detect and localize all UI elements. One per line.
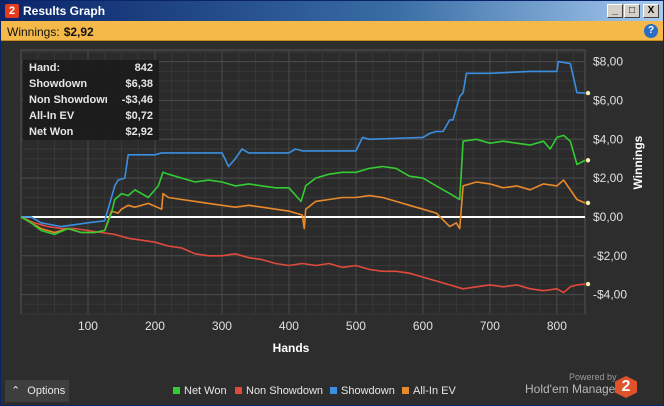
chevron-up-icon: ⌃	[11, 385, 21, 397]
legend-swatch	[402, 387, 409, 394]
y-tick-label: -$4,00	[593, 288, 627, 302]
stat-value: $0,72	[125, 110, 153, 122]
stat-value: $6,38	[125, 78, 153, 90]
y-tick-label: $4,00	[593, 132, 623, 146]
series-end-point	[585, 200, 591, 206]
winnings-bar: Winnings: $2,92 ?	[1, 21, 663, 41]
x-tick-label: 100	[78, 319, 98, 333]
title-bar[interactable]: 2 Results Graph _ □ X	[1, 1, 663, 21]
stat-label: Net Won	[29, 126, 74, 138]
y-tick-label: $6,00	[593, 93, 623, 107]
legend-swatch	[330, 387, 337, 394]
winnings-label: Winnings:	[7, 25, 60, 39]
stat-label: All-In EV	[29, 110, 75, 122]
y-tick-label: -$2,00	[593, 249, 627, 263]
legend-label: Non Showdown	[246, 385, 324, 397]
powered-by-label: Powered by	[569, 372, 617, 382]
legend-item-all-in-ev[interactable]: All-In EV	[402, 385, 456, 397]
y-tick-label: $8,00	[593, 55, 623, 69]
x-tick-label: 500	[346, 319, 366, 333]
stat-row-hands: Hand: 842	[29, 62, 157, 78]
legend-swatch	[173, 387, 180, 394]
stat-label: Showdown	[29, 78, 88, 90]
hm2-logo-icon: 2	[615, 376, 637, 398]
x-axis-title: Hands	[273, 341, 310, 355]
stat-value: -$3,46	[121, 94, 153, 106]
x-tick-label: 300	[212, 319, 232, 333]
close-button[interactable]: X	[643, 4, 659, 18]
app-logo-icon: 2	[5, 4, 19, 18]
legend-item-showdown[interactable]: Showdown	[330, 385, 395, 397]
series-line-net-won	[20, 134, 586, 236]
legend-item-net-won[interactable]: Net Won	[173, 385, 227, 397]
stat-label: Hand:	[29, 62, 61, 74]
x-tick-label: 700	[480, 319, 500, 333]
y-tick-label: $2,00	[593, 171, 623, 185]
stats-panel: Hand: 842 Showdown $6,38 Non Showdown -$…	[23, 60, 159, 140]
stat-value: 842	[134, 62, 153, 74]
maximize-button[interactable]: □	[624, 4, 640, 18]
stat-row-non-showdown: Non Showdown -$3,46	[29, 94, 157, 110]
series-end-point	[585, 90, 591, 96]
x-tick-label: 600	[413, 319, 433, 333]
footer-bar: ⌃ Options Net Won Non Showdown Showdown …	[1, 366, 663, 405]
window-title: Results Graph	[23, 4, 106, 18]
legend-label: Net Won	[184, 385, 227, 397]
x-tick-label: 400	[279, 319, 299, 333]
legend-label: Showdown	[341, 385, 395, 397]
stat-value: $2,92	[125, 126, 153, 138]
x-tick-label: 200	[145, 319, 165, 333]
legend-label: All-In EV	[413, 385, 456, 397]
stat-row-showdown: Showdown $6,38	[29, 78, 157, 94]
stat-row-net-won: Net Won $2,92	[29, 126, 157, 142]
winnings-value: $2,92	[63, 25, 94, 39]
brand-name: Hold'em Manager	[525, 382, 620, 396]
stat-label: Non Showdown	[29, 94, 107, 106]
legend-swatch	[235, 387, 242, 394]
options-label: Options	[27, 385, 66, 397]
y-axis-title: Winnings	[631, 135, 645, 189]
legend-item-non-showdown[interactable]: Non Showdown	[235, 385, 323, 397]
series-end-point	[585, 281, 591, 287]
x-tick-label: 800	[547, 319, 567, 333]
help-icon[interactable]: ?	[644, 24, 658, 38]
winnings-summary: Winnings: $2,92	[7, 25, 94, 39]
y-tick-label: $0,00	[593, 210, 623, 224]
options-button[interactable]: ⌃ Options	[5, 380, 69, 402]
minimize-button[interactable]: _	[607, 4, 623, 18]
series-line-showdown	[21, 60, 586, 228]
series-line-non-showdown	[20, 216, 586, 294]
stat-row-all-in-ev: All-In EV $0,72	[29, 110, 157, 126]
series-end-point	[585, 158, 591, 163]
